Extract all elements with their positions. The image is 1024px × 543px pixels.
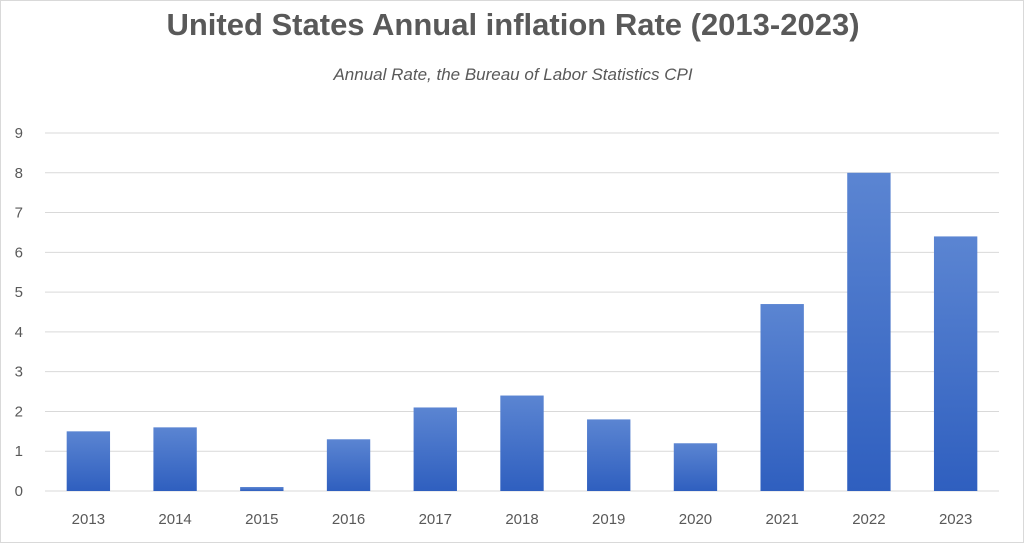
x-tick-label: 2013 bbox=[72, 511, 105, 528]
x-axis-ticks: 2013 2014 2015 2016 2017 2018 2019 2020 2021 2022… bbox=[72, 511, 973, 528]
y-tick-label: 6 bbox=[15, 244, 23, 261]
bar-2016 bbox=[326, 439, 371, 491]
x-tick-label: 2017 bbox=[419, 511, 452, 528]
x-tick-label: 2020 bbox=[679, 511, 712, 528]
y-tick-label: 7 bbox=[15, 205, 23, 222]
x-tick-label: 2015 bbox=[245, 511, 278, 528]
bar-2015 bbox=[240, 487, 284, 491]
bar-2013 bbox=[66, 431, 111, 491]
bar-2018 bbox=[500, 395, 544, 491]
bar-2017 bbox=[413, 407, 457, 491]
x-tick-label: 2016 bbox=[332, 511, 365, 528]
y-tick-label: 3 bbox=[15, 364, 23, 381]
x-tick-label: 2021 bbox=[765, 511, 798, 528]
bar-2020 bbox=[673, 443, 718, 491]
bar-2023 bbox=[933, 236, 978, 491]
y-tick-label: 0 bbox=[15, 483, 23, 500]
y-tick-label: 2 bbox=[15, 403, 23, 420]
bar-2014 bbox=[153, 427, 197, 491]
x-tick-label: 2022 bbox=[852, 511, 885, 528]
bars bbox=[66, 172, 978, 491]
chart-title: United States Annual inflation Rate (201… bbox=[166, 7, 860, 42]
y-tick-label: 5 bbox=[15, 284, 23, 301]
x-tick-label: 2018 bbox=[505, 511, 538, 528]
bar-2019 bbox=[587, 419, 631, 491]
y-tick-label: 4 bbox=[15, 324, 23, 341]
chart-subtitle: Annual Rate, the Bureau of Labor Statist… bbox=[333, 65, 693, 84]
y-tick-label: 9 bbox=[15, 125, 23, 142]
y-tick-label: 8 bbox=[15, 165, 23, 182]
x-tick-label: 2014 bbox=[158, 511, 191, 528]
x-tick-label: 2019 bbox=[592, 511, 625, 528]
x-tick-label: 2023 bbox=[939, 511, 972, 528]
y-axis-ticks: 0 1 2 3 4 5 6 7 8 9 bbox=[15, 125, 23, 500]
bar-2021 bbox=[760, 304, 804, 491]
bar-2022 bbox=[847, 172, 891, 491]
y-tick-label: 1 bbox=[15, 443, 23, 460]
